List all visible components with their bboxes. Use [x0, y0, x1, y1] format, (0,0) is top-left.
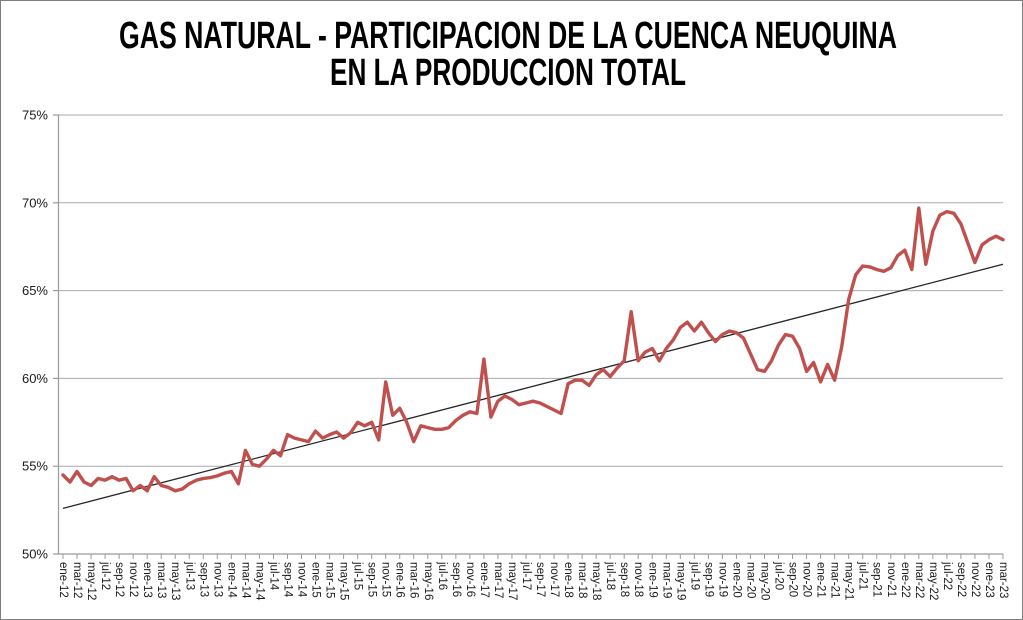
gridlines	[58, 114, 1003, 467]
x-tick-label: nov-21	[885, 562, 897, 597]
series-line-participacion-cuenca-neuquina	[61, 206, 1005, 493]
x-tick-label: mar-14	[239, 562, 251, 599]
x-tick-label: may-17	[506, 562, 518, 600]
x-tick-label: jul-13	[183, 561, 195, 590]
x-tick-label: mar-19	[660, 562, 672, 598]
axes	[57, 115, 1003, 555]
y-axis-labels: 50% 55% 60% 65% 70% 75%	[22, 108, 59, 562]
x-tick-label: mar-15	[324, 562, 336, 598]
x-tick-label: sep-19	[702, 562, 714, 597]
x-tick-label: may-14	[253, 562, 265, 601]
x-tick-label: mar-16	[408, 562, 420, 598]
x-tick-label: nov-14	[296, 562, 308, 598]
x-tick-label: jul-22	[941, 561, 953, 590]
x-tick-label: sep-22	[955, 562, 967, 597]
x-tick-label: ene-15	[310, 562, 322, 598]
trend	[62, 263, 1004, 509]
x-tick-label: ene-17	[478, 562, 490, 598]
x-tick-label: jul-17	[520, 561, 532, 590]
x-tick-label: mar-18	[576, 562, 588, 598]
x-tick-label: jul-19	[688, 561, 700, 590]
x-tick-label: jul-15	[352, 561, 364, 590]
x-tick-label: nov-20	[801, 562, 813, 597]
y-tick-label: 70%	[22, 195, 48, 210]
x-tick-label: ene-22	[899, 562, 911, 598]
x-tick-label: may-13	[169, 562, 181, 600]
y-tick-label: 55%	[22, 459, 48, 474]
x-tick-label: sep-21	[871, 562, 883, 597]
x-tick-label: nov-18	[632, 562, 644, 597]
x-tick-label: nov-16	[464, 562, 476, 597]
plot-area: 50%55%60%65%70%75%ene-12 mar-12 may-12 jul-…	[22, 108, 1009, 601]
x-tick-label: sep-15	[366, 562, 378, 597]
x-tick-label: sep-14	[281, 562, 293, 598]
x-tick-label: sep-13	[197, 562, 209, 597]
x-tick-label: sep-17	[534, 562, 546, 597]
x-tick-label: nov-19	[716, 562, 728, 597]
x-tick-label: mar-17	[492, 562, 504, 598]
y-tick-label: 60%	[22, 371, 48, 386]
x-tick-label: mar-23	[997, 562, 1009, 598]
x-tick-label: ene-12	[57, 562, 69, 598]
x-tick-label: nov-17	[548, 562, 560, 597]
x-axis-labels: ene-12 mar-12 may-12 jul-12 sep-12 nov-12 ene-…	[57, 554, 1009, 601]
x-tick-label: may-21	[843, 562, 855, 600]
x-tick-label: jul-16	[436, 561, 448, 590]
x-tick-label: ene-13	[141, 562, 153, 598]
x-tick-label: mar-20	[744, 562, 756, 598]
x-tick-label: mar-22	[913, 562, 925, 598]
x-tick-label: ene-18	[562, 562, 574, 598]
x-tick-label: mar-13	[155, 562, 167, 598]
x-tick-label: may-19	[674, 562, 686, 600]
x-tick-label: ene-21	[815, 562, 827, 598]
x-tick-label: ene-20	[730, 562, 742, 598]
series	[61, 206, 1005, 493]
x-tick-label: nov-12	[127, 562, 139, 597]
x-tick-label: nov-13	[211, 562, 223, 597]
x-tick-label: may-16	[422, 562, 434, 600]
y-tick-label: 65%	[22, 283, 48, 298]
x-tick-label: nov-22	[969, 562, 981, 597]
x-tick-label: ene-14	[225, 562, 237, 598]
chart-title-line2: EN LA PRODUCCION TOTAL	[330, 52, 686, 94]
x-tick-label: sep-18	[618, 562, 630, 597]
x-tick-label: sep-12	[113, 562, 125, 597]
x-tick-label: jul-21	[857, 561, 869, 590]
x-tick-label: may-22	[927, 562, 939, 600]
x-tick-label: ene-16	[394, 562, 406, 598]
x-tick-label: nov-15	[380, 562, 392, 597]
y-tick-label: 50%	[22, 547, 48, 562]
x-tick-label: mar-21	[829, 562, 841, 598]
x-tick-label: sep-20	[787, 562, 799, 597]
y-tick-label: 75%	[22, 108, 48, 123]
trendline	[62, 263, 1004, 509]
x-tick-label: may-12	[85, 562, 97, 600]
x-tick-label: jul-12	[99, 561, 111, 590]
x-tick-label: jul-20	[773, 561, 785, 590]
x-tick-label: ene-23	[983, 562, 995, 598]
x-tick-label: may-15	[338, 562, 350, 600]
x-tick-label: mar-12	[71, 562, 83, 598]
chart-title-line1: GAS NATURAL - PARTICIPACION DE LA CUENCA…	[119, 15, 897, 57]
x-tick-label: may-18	[590, 562, 602, 600]
x-tick-label: jul-14	[267, 561, 279, 591]
x-tick-label: sep-16	[450, 562, 462, 597]
x-tick-label: may-20	[758, 562, 770, 600]
x-tick-label: jul-18	[604, 561, 616, 590]
x-tick-label: ene-19	[646, 562, 658, 598]
